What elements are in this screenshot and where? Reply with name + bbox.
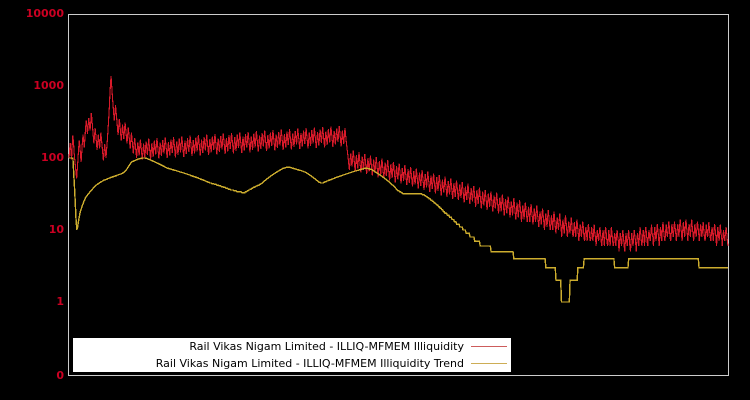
series-line-illiquidity bbox=[68, 75, 729, 252]
y-tick-label: 1 bbox=[56, 295, 64, 308]
y-tick-label: 10 bbox=[48, 223, 64, 236]
y-tick-label: 100 bbox=[41, 151, 64, 164]
legend-item[interactable]: Rail Vikas Nigam Limited - ILLIQ-MFMEM I… bbox=[73, 355, 511, 372]
legend-line-swatch-illiquidity bbox=[471, 341, 507, 352]
series-layer bbox=[68, 75, 729, 303]
y-tick-label: 0 bbox=[56, 369, 64, 382]
legend-swatch-line bbox=[471, 363, 507, 365]
legend-item-label: Rail Vikas Nigam Limited - ILLIQ-MFMEM I… bbox=[155, 357, 464, 370]
legend-item[interactable]: Rail Vikas Nigam Limited - ILLIQ-MFMEM I… bbox=[73, 338, 511, 355]
y-axis-tick-labels: 10000 1000 100 10 1 0 bbox=[0, 0, 64, 400]
legend-item-label: Rail Vikas Nigam Limited - ILLIQ-MFMEM I… bbox=[189, 340, 464, 353]
series-line-trend bbox=[69, 157, 728, 303]
legend-line-swatch-trend bbox=[471, 358, 507, 369]
y-tick-label: 1000 bbox=[33, 79, 64, 92]
chart-legend[interactable]: Rail Vikas Nigam Limited - ILLIQ-MFMEM I… bbox=[73, 338, 511, 372]
plot-frame bbox=[68, 14, 729, 376]
y-tick-label: 10000 bbox=[25, 7, 64, 20]
legend-swatch-line bbox=[471, 346, 507, 348]
